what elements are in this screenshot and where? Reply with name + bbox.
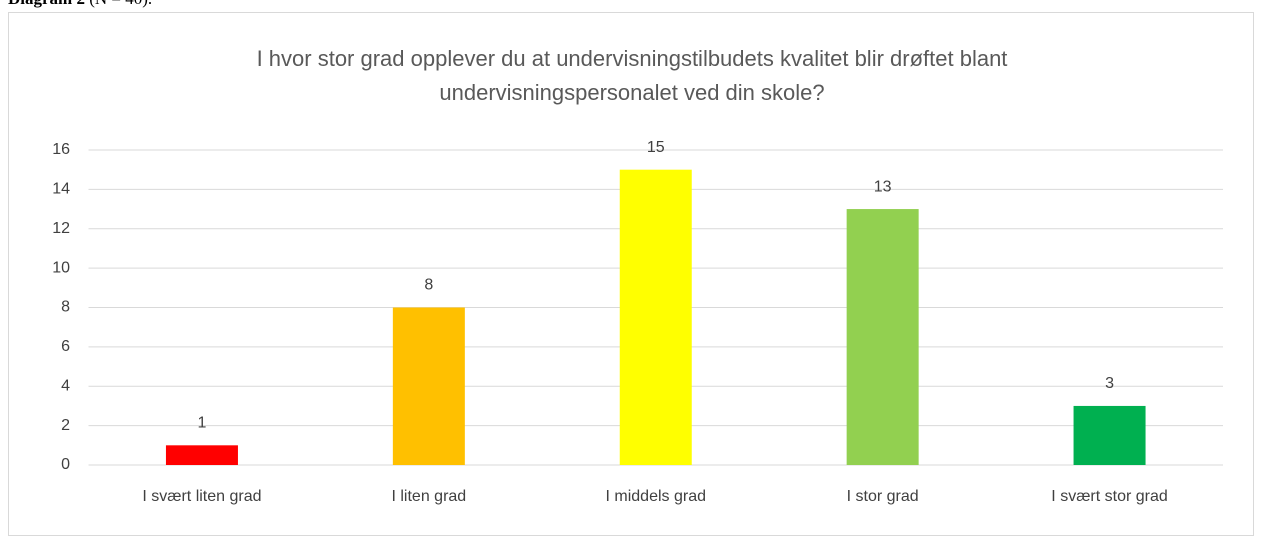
- bar: [619, 169, 692, 465]
- y-tick-label: 4: [61, 377, 70, 394]
- bar: [1073, 405, 1146, 465]
- y-tick-label: 6: [61, 338, 70, 355]
- data-label: 15: [647, 139, 665, 156]
- y-tick-label: 0: [61, 456, 70, 473]
- y-tick-label: 8: [61, 299, 70, 316]
- chart-title: undervisningspersonalet ved din skole?: [439, 80, 824, 105]
- x-tick-label: I liten grad: [391, 488, 466, 505]
- bar: [392, 307, 465, 465]
- x-tick-label: I svært liten grad: [142, 488, 261, 505]
- data-label: 13: [874, 178, 892, 195]
- bar: [165, 445, 238, 465]
- caption: Diagram 2 (N = 40).: [8, 0, 152, 9]
- y-tick-label: 16: [52, 141, 70, 158]
- y-tick-label: 2: [61, 417, 70, 434]
- caption-text: (N = 40).: [89, 0, 152, 8]
- y-tick-label: 10: [52, 259, 70, 276]
- data-label: 8: [424, 277, 433, 294]
- chart-title: I hvor stor grad opplever du at undervis…: [257, 46, 1008, 71]
- y-tick-label: 12: [52, 220, 70, 237]
- bar: [846, 209, 919, 465]
- y-tick-label: 14: [52, 181, 70, 198]
- data-label: 3: [1105, 375, 1114, 392]
- x-tick-label: I svært stor grad: [1051, 488, 1167, 505]
- caption-label: Diagram 2: [8, 0, 85, 8]
- x-tick-label: I stor grad: [847, 488, 919, 505]
- x-tick-label: I middels grad: [606, 488, 707, 505]
- data-label: 1: [197, 415, 206, 432]
